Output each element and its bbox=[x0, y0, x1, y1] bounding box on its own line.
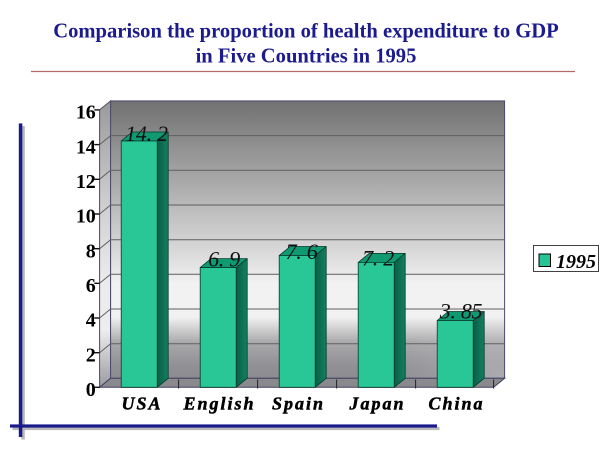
svg-text:in Five Countries in 1995: in Five Countries in 1995 bbox=[196, 45, 417, 67]
svg-text:Spain: Spain bbox=[272, 394, 325, 414]
svg-text:14. 2: 14. 2 bbox=[125, 121, 168, 146]
svg-text:China: China bbox=[428, 394, 484, 414]
svg-text:10: 10 bbox=[76, 206, 96, 228]
svg-text:14: 14 bbox=[76, 136, 96, 158]
svg-text:7. 6: 7. 6 bbox=[286, 239, 318, 264]
svg-text:6. 9: 6. 9 bbox=[208, 247, 240, 272]
svg-text:12: 12 bbox=[76, 171, 96, 193]
svg-text:3. 85: 3. 85 bbox=[439, 299, 483, 324]
svg-text:Comparison the proportion of h: Comparison the proportion of health expe… bbox=[53, 21, 559, 43]
svg-text:English: English bbox=[182, 394, 255, 414]
svg-text:6: 6 bbox=[86, 275, 96, 297]
svg-text:8: 8 bbox=[86, 240, 96, 262]
svg-text:0: 0 bbox=[86, 379, 96, 401]
svg-text:USA: USA bbox=[121, 394, 162, 414]
svg-text:4: 4 bbox=[86, 310, 96, 332]
svg-text:2: 2 bbox=[86, 344, 96, 366]
svg-text:16: 16 bbox=[76, 102, 96, 124]
svg-text:1995: 1995 bbox=[556, 251, 596, 273]
svg-text:Japan: Japan bbox=[348, 394, 405, 414]
svg-text:7. 2: 7. 2 bbox=[362, 246, 394, 271]
